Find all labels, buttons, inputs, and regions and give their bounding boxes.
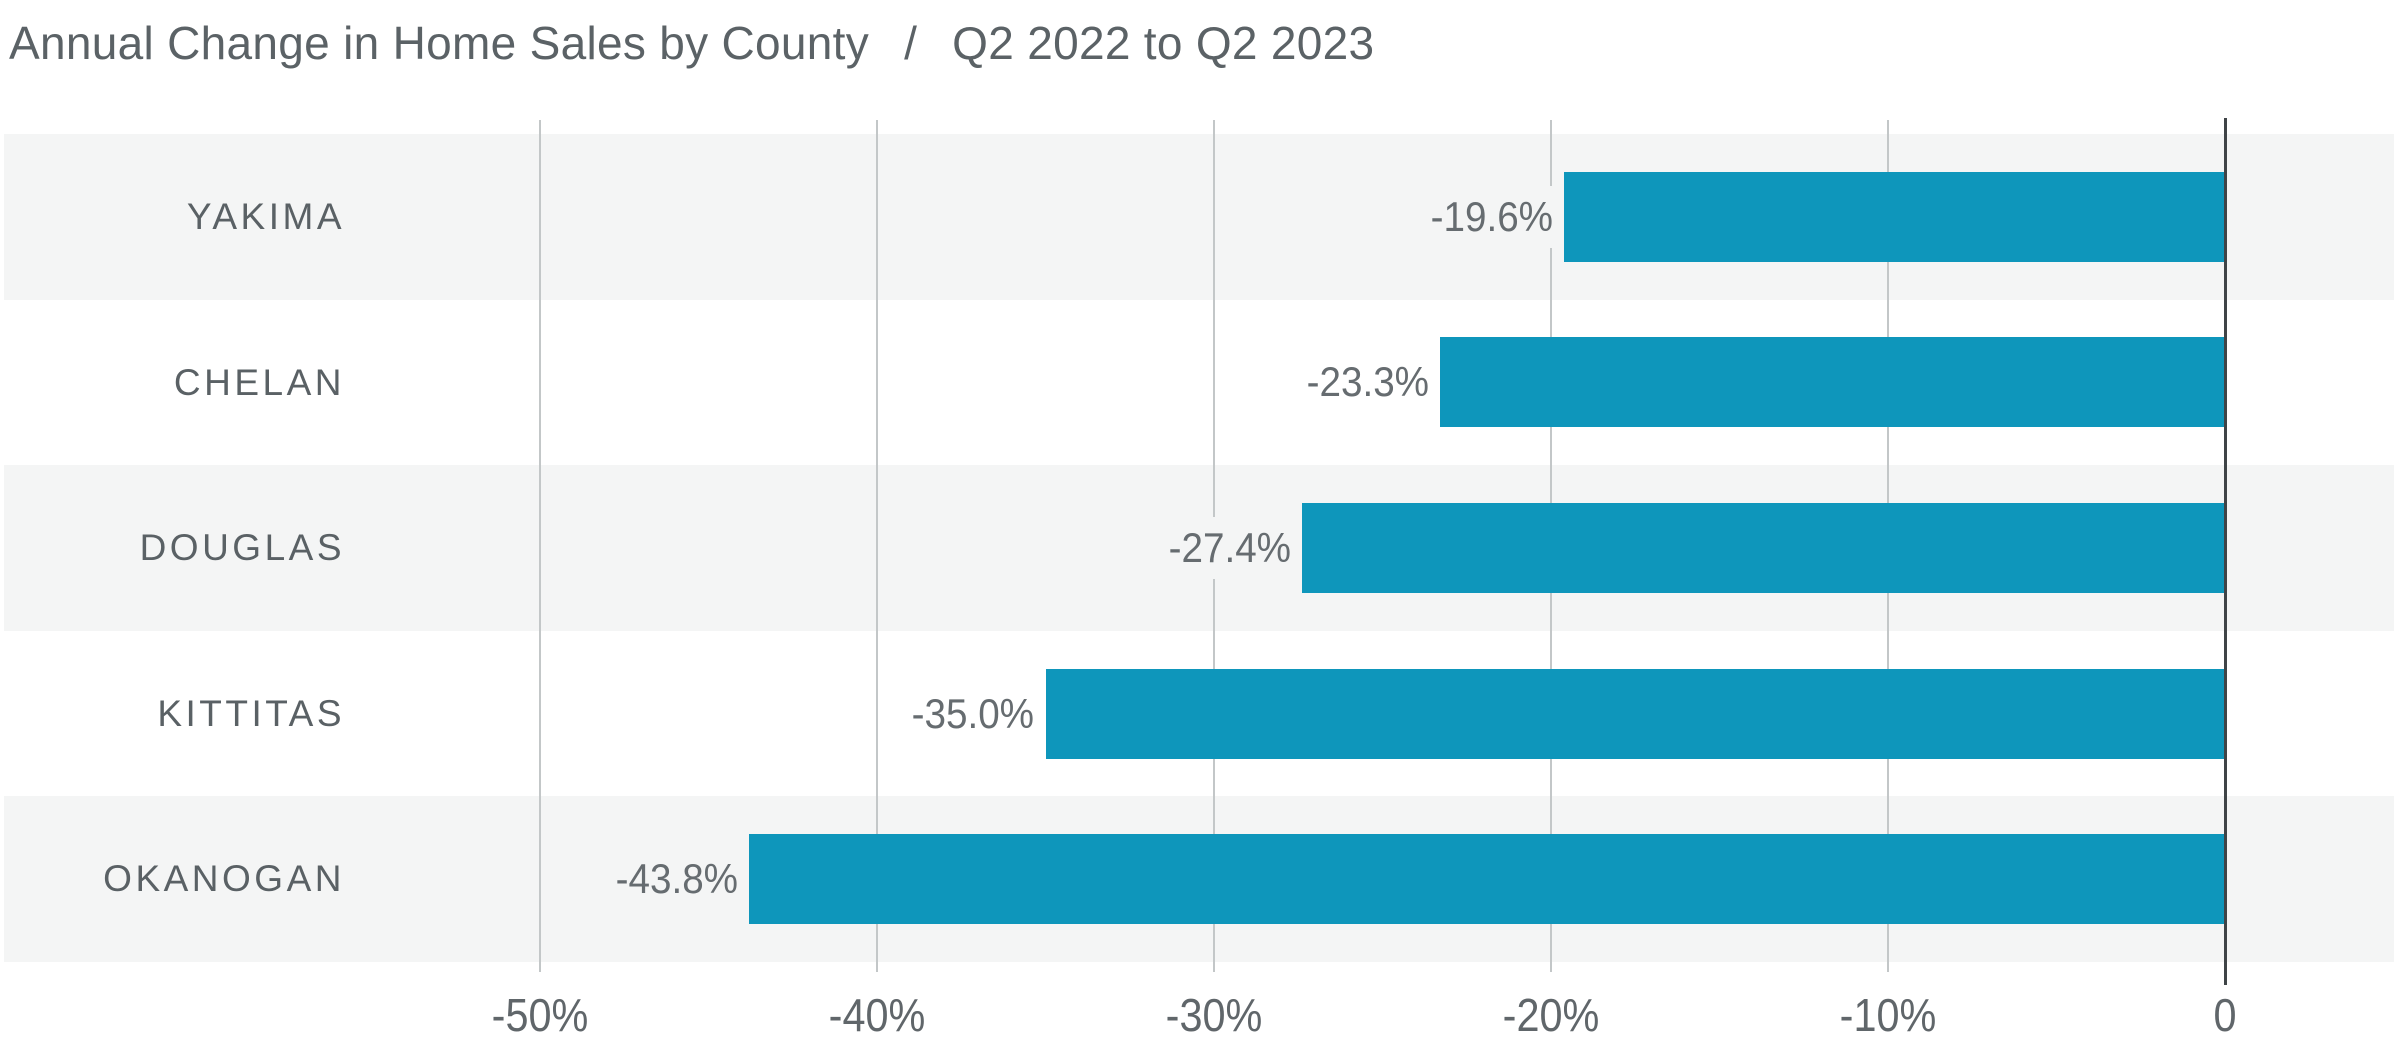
value-label: -43.8% <box>600 848 749 911</box>
category-label: DOUGLAS <box>139 527 345 569</box>
bar <box>748 834 2225 925</box>
value-label: -19.6% <box>1416 185 1565 248</box>
x-axis-tick-label: 0 <box>2213 989 2237 1041</box>
category-label: CHELAN <box>173 361 345 403</box>
value-label: -35.0% <box>897 682 1046 745</box>
x-axis-tick-label: -10% <box>1839 989 1937 1041</box>
zero-axis-line <box>2224 118 2227 985</box>
category-label: KITTITAS <box>157 692 345 734</box>
category-label: OKANOGAN <box>103 858 345 900</box>
bar <box>1045 668 2225 759</box>
x-axis-tick-label: -50% <box>491 989 589 1041</box>
x-axis-tick-label: -20% <box>1502 989 1600 1041</box>
x-axis-tick-label: -30% <box>1165 989 1263 1041</box>
chart-title-period: Q2 2022 to Q2 2023 <box>952 17 1375 69</box>
value-label: -27.4% <box>1153 517 1302 579</box>
chart-title: Annual Change in Home Sales by County / Q2… <box>9 16 1374 71</box>
gridline <box>876 120 878 972</box>
x-axis-tick-label: -40% <box>828 989 926 1041</box>
category-label: YAKIMA <box>186 196 345 237</box>
bar <box>1439 337 2225 428</box>
chart-title-separator: / <box>904 17 918 69</box>
value-label: -23.3% <box>1291 351 1440 414</box>
gridline <box>539 120 541 972</box>
bar <box>1301 503 2225 593</box>
chart-title-main: Annual Change in Home Sales by County <box>9 17 870 69</box>
bar <box>1564 171 2225 262</box>
